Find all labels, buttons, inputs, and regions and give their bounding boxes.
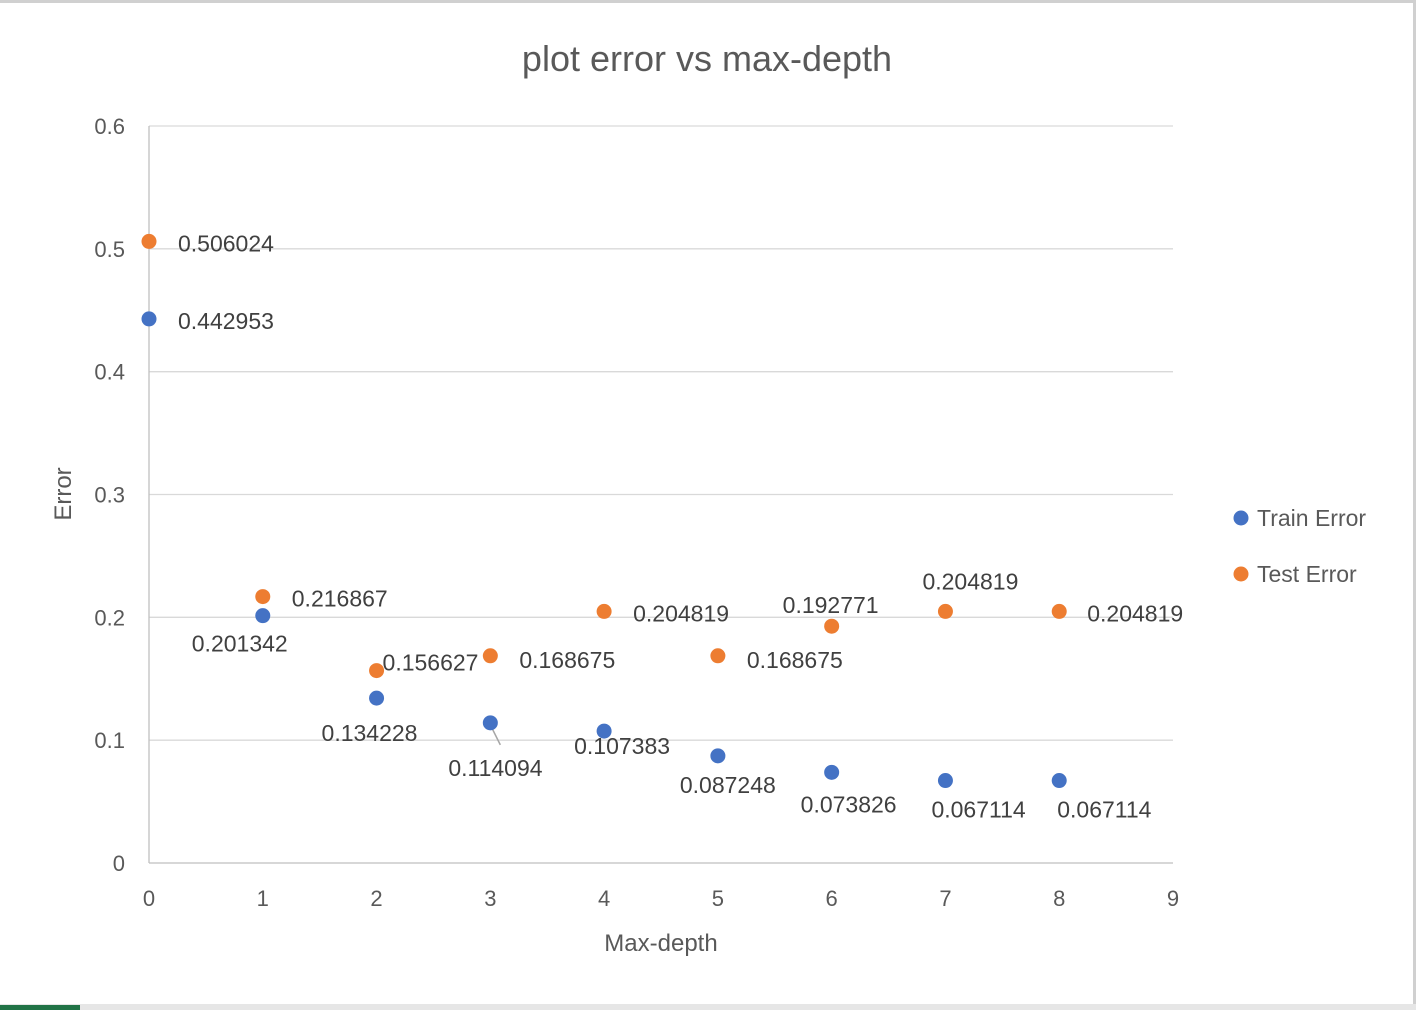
leader-lines	[491, 728, 502, 746]
train-error-point	[937, 773, 953, 789]
train-error-data-label: 0.073826	[801, 791, 897, 817]
train-error-data-label: 0.134228	[322, 720, 418, 746]
train-error-data-label: 0.067114	[1057, 797, 1151, 823]
x-tick-label: 9	[1167, 886, 1179, 911]
train-error-point	[596, 723, 612, 739]
train-error-data-label: 0.114094	[448, 755, 542, 781]
test-error-point	[255, 589, 271, 605]
train-error-point	[1051, 773, 1067, 789]
test-error-data-label: 0.216867	[292, 586, 388, 612]
train-error-legend-marker	[1233, 510, 1249, 526]
test-error-legend-marker	[1233, 566, 1249, 582]
x-tick-label: 2	[370, 886, 382, 911]
x-axis-title: Max-depth	[604, 930, 717, 957]
y-tick-label: 0.4	[94, 360, 125, 385]
tick-labels: 0 0.1 0.2 0.3 0.4 0.5 0.6 0 1 2 3 4 5 6 7 8 9	[94, 114, 1179, 911]
train-error-leader-line	[491, 728, 502, 746]
train-error-data-label: 0.067114	[931, 797, 1025, 823]
test-error-point	[482, 648, 498, 664]
y-tick-label: 0.2	[94, 605, 125, 630]
chart-title: plot error vs max-depth	[522, 38, 892, 79]
sheet-border-top	[0, 0, 1416, 3]
gridlines	[149, 125, 1173, 741]
test-error-point	[937, 603, 953, 619]
train-error-point	[255, 608, 271, 624]
sheet-tab-accent	[0, 1005, 80, 1010]
train-error-data-label: 0.087248	[680, 772, 776, 798]
train-error-point	[824, 764, 840, 780]
test-error-point	[1051, 603, 1067, 619]
data-labels: 0.442953 0.201342 0.134228 0.114094 0.107383…	[178, 230, 1183, 822]
train-error-point	[141, 311, 157, 327]
train-error-point	[482, 715, 498, 731]
test-error-point	[596, 603, 612, 619]
train-error-data-label: 0.201342	[192, 631, 288, 657]
test-error-data-label: 0.168675	[747, 647, 843, 673]
data-points	[141, 233, 1067, 789]
test-error-point	[824, 618, 840, 634]
train-error-point	[369, 690, 385, 706]
x-tick-label: 8	[1053, 886, 1065, 911]
legend: Train Error Test Error	[1233, 505, 1366, 587]
y-tick-label: 0	[113, 851, 125, 876]
x-tick-label: 3	[484, 886, 496, 911]
y-axis-title: Error	[50, 467, 77, 520]
x-tick-label: 6	[826, 886, 838, 911]
x-tick-label: 1	[257, 886, 269, 911]
test-error-data-label: 0.168675	[519, 647, 615, 673]
y-tick-label: 0.1	[94, 728, 125, 753]
sheet-bottom-strip	[0, 1004, 1416, 1010]
test-error-data-label: 0.192771	[783, 592, 879, 618]
x-tick-label: 7	[939, 886, 951, 911]
x-tick-label: 5	[712, 886, 724, 911]
test-error-point	[141, 233, 157, 249]
test-error-point	[369, 663, 385, 679]
test-error-data-label: 0.204819	[1087, 600, 1183, 626]
train-error-point	[710, 748, 726, 764]
x-tick-label: 0	[143, 886, 155, 911]
y-tick-label: 0.3	[94, 483, 125, 508]
test-error-legend-label: Test Error	[1257, 561, 1357, 587]
y-tick-label: 0.6	[94, 114, 125, 139]
test-error-data-label: 0.156627	[383, 650, 479, 676]
train-error-data-label: 0.107383	[574, 733, 670, 759]
test-error-data-label: 0.506024	[178, 230, 274, 256]
y-tick-label: 0.5	[94, 237, 125, 262]
train-error-data-label: 0.442953	[178, 308, 274, 334]
x-tick-label: 4	[598, 886, 610, 911]
test-error-data-label: 0.204819	[922, 568, 1018, 594]
train-error-legend-label: Train Error	[1257, 505, 1366, 531]
test-error-data-label: 0.204819	[633, 600, 729, 626]
test-error-point	[710, 648, 726, 664]
sheet-border-right	[1413, 0, 1416, 1010]
